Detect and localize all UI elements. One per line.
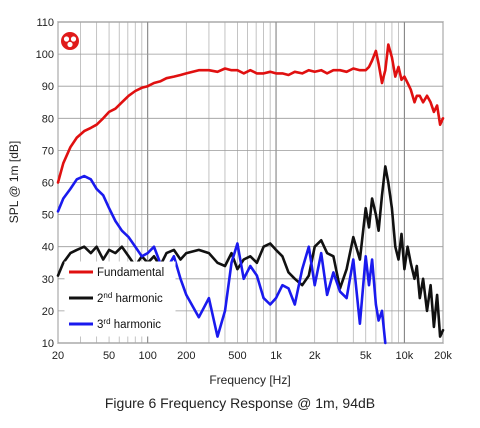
figure-caption: Figure 6 Frequency Response @ 1m, 94dB <box>104 395 376 411</box>
x-tick-label: 500 <box>228 350 246 362</box>
y-tick-label: 80 <box>42 113 54 125</box>
y-tick-label: 30 <box>42 274 54 286</box>
y-tick-label: 50 <box>42 210 54 222</box>
y-tick-label: 20 <box>42 306 54 318</box>
legend-label-3rd-harmonic: 3rd harmonic <box>97 317 161 331</box>
y-tick-label: 70 <box>42 145 54 157</box>
x-tick-label: 50 <box>103 350 115 362</box>
x-tick-label: 200 <box>177 350 195 362</box>
x-tick-label: 20k <box>434 350 452 362</box>
x-tick-label: 2k <box>309 350 321 362</box>
logo-icon <box>61 32 79 50</box>
frequency-response-chart: 20 50 100 200 500 1k 2k 5k 10k 20k102030405060708… <box>7 17 453 387</box>
series-line-3rd-harmonic <box>56 174 387 345</box>
legend: Fundamental 2nd harmonic 3rd harmonic <box>64 261 176 337</box>
x-axis-title: Frequency [Hz] <box>209 373 290 387</box>
y-tick-label: 90 <box>42 81 54 93</box>
x-tick-label: 20 <box>52 350 64 362</box>
y-tick-label: 110 <box>36 17 54 29</box>
y-axis-title: SPL @ 1m [dB] <box>7 141 21 223</box>
x-tick-label: 10k <box>395 350 413 362</box>
legend-label-fundamental: Fundamental <box>97 267 164 279</box>
legend-label-2nd-harmonic: 2nd harmonic <box>97 291 163 305</box>
series-line-fundamental <box>56 43 445 184</box>
y-tick-label: 40 <box>42 242 54 254</box>
tick-labels: 20 50 100 200 500 1k 2k 5k 10k 20k102030405060708… <box>36 17 453 362</box>
y-tick-label: 10 <box>42 338 54 350</box>
x-tick-label: 100 <box>139 350 157 362</box>
x-tick-label: 1k <box>270 350 282 362</box>
y-tick-label: 60 <box>42 178 54 190</box>
x-tick-label: 5k <box>360 350 372 362</box>
y-tick-label: 100 <box>36 49 54 61</box>
